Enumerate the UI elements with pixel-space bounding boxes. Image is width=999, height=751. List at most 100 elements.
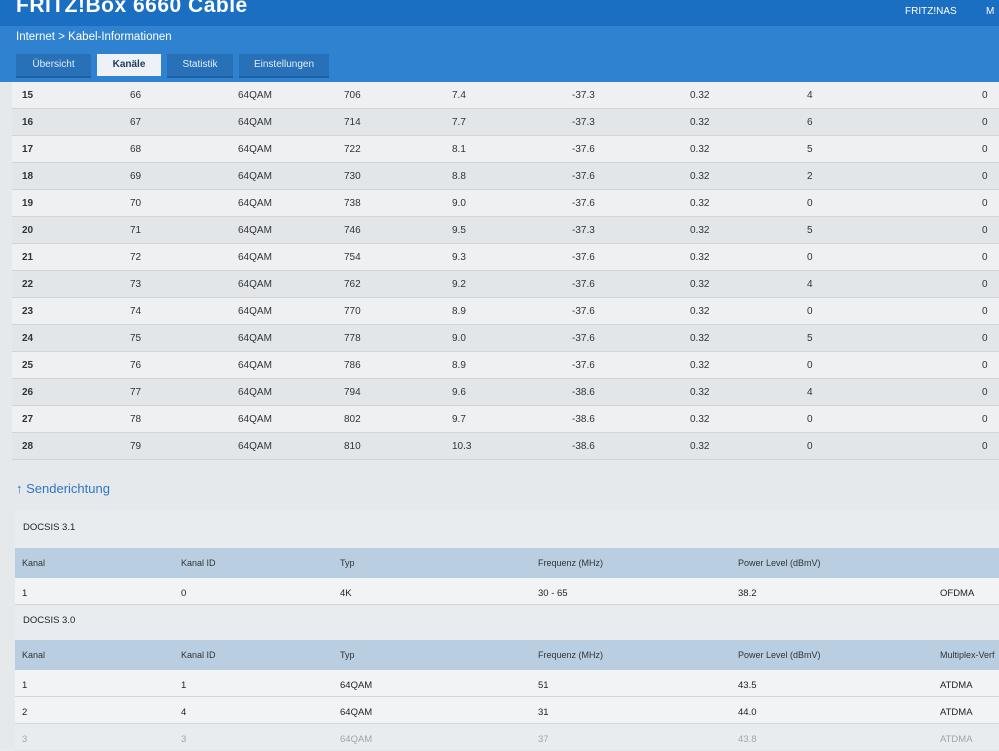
table-cell: 9.3 — [452, 252, 466, 263]
table-row: 22 73 64QAM 762 9.2 -37.6 0.32 4 0 — [12, 271, 999, 298]
table-cell: 77 — [130, 387, 142, 398]
table-cell: 64QAM — [238, 414, 272, 425]
tab-uebersicht[interactable]: Übersicht — [16, 54, 91, 78]
table-cell: 38.2 — [738, 588, 757, 599]
table-cell: 738 — [344, 198, 361, 209]
column-header: Kanal ID — [181, 558, 216, 568]
table-cell: 0 — [807, 360, 813, 371]
table-cell: 9.7 — [452, 414, 466, 425]
table-cell: 0 — [982, 441, 988, 452]
table-cell: 3 — [181, 734, 187, 745]
table-cell: 762 — [344, 279, 361, 290]
table-cell: 1 — [181, 680, 187, 691]
table-cell: 30 - 65 — [538, 588, 568, 599]
table-cell: 0 — [807, 252, 813, 263]
table-cell: 0 — [982, 117, 988, 128]
table-cell: 802 — [344, 414, 361, 425]
table-cell: 778 — [344, 333, 361, 344]
table-cell: 0 — [982, 387, 988, 398]
table-cell: 64QAM — [238, 333, 272, 344]
breadcrumb[interactable]: Internet > Kabel-Informationen — [16, 31, 172, 43]
table-cell: -37.3 — [572, 117, 595, 128]
table-cell: 770 — [344, 306, 361, 317]
menu-link[interactable]: M — [986, 6, 995, 17]
table-cell: -37.6 — [572, 171, 595, 182]
column-header: Multiplex-Verf — [940, 650, 995, 660]
table-cell: -37.3 — [572, 90, 595, 101]
table-cell: 16 — [22, 117, 34, 128]
docsis31-table-header: Kanal Kanal ID Typ Frequenz (MHz) Power Leve… — [15, 548, 999, 578]
table-cell: 0 — [982, 198, 988, 209]
table-cell: 75 — [130, 333, 142, 344]
table-row: 2 4 64QAM 31 44.0 ATDMA — [15, 697, 999, 724]
table-cell: 64QAM — [340, 680, 373, 691]
table-cell: 3 — [22, 734, 28, 745]
table-cell: 20 — [22, 225, 34, 236]
table-cell: -37.3 — [572, 225, 595, 236]
column-header: Typ — [340, 558, 355, 568]
table-cell: 70 — [130, 198, 142, 209]
table-cell: 8.8 — [452, 171, 466, 182]
table-cell: 4 — [181, 707, 187, 718]
table-cell: 7.7 — [452, 117, 466, 128]
table-cell: 0 — [982, 360, 988, 371]
column-header: Typ — [340, 650, 355, 660]
table-cell: 0.32 — [690, 252, 710, 263]
table-cell: -37.6 — [572, 198, 595, 209]
table-cell: 706 — [344, 90, 361, 101]
table-cell: 78 — [130, 414, 142, 425]
column-header: Power Level (dBmV) — [738, 558, 821, 568]
table-row: 23 74 64QAM 770 8.9 -37.6 0.32 0 0 — [12, 298, 999, 325]
downstream-table: 15 66 64QAM 706 7.4 -37.3 0.32 4 0 16 67 64QAM 714 7.… — [12, 82, 999, 460]
table-cell: 9.0 — [452, 198, 466, 209]
table-cell: 19 — [22, 198, 34, 209]
table-cell: 23 — [22, 306, 34, 317]
table-cell: 64QAM — [238, 387, 272, 398]
table-cell: 0 — [982, 306, 988, 317]
table-row: 25 76 64QAM 786 8.9 -37.6 0.32 0 0 — [12, 352, 999, 379]
table-cell: 67 — [130, 117, 142, 128]
main-content: 15 66 64QAM 706 7.4 -37.3 0.32 4 0 16 67 64QAM 714 7.… — [0, 82, 999, 751]
table-cell: 0.32 — [690, 279, 710, 290]
table-cell: ATDMA — [940, 707, 973, 718]
table-cell: 79 — [130, 441, 142, 452]
table-cell: 4 — [807, 90, 813, 101]
table-cell: 22 — [22, 279, 34, 290]
fritz-nas-link[interactable]: FRITZ!NAS — [905, 6, 957, 17]
column-header: Kanal — [22, 558, 46, 568]
tab-statistik[interactable]: Statistik — [167, 54, 233, 78]
table-cell: 0 — [807, 414, 813, 425]
table-cell: 0 — [807, 198, 813, 209]
table-cell: 0.32 — [690, 171, 710, 182]
table-cell: 9.5 — [452, 225, 466, 236]
senderichtung-link[interactable]: ↑ Senderichtung — [16, 481, 110, 496]
table-cell: 2 — [22, 707, 28, 718]
table-cell: 0.32 — [690, 144, 710, 155]
table-cell: 0.32 — [690, 306, 710, 317]
table-cell: 64QAM — [238, 117, 272, 128]
table-cell: 64QAM — [238, 171, 272, 182]
table-cell: 9.6 — [452, 387, 466, 398]
table-cell: 64QAM — [238, 252, 272, 263]
tab-einstellungen[interactable]: Einstellungen — [239, 54, 329, 78]
top-header: FRITZ!Box 6660 Cable FRITZ!NAS M — [0, 0, 999, 26]
table-cell: 74 — [130, 306, 142, 317]
table-cell: 8.9 — [452, 306, 466, 317]
table-cell: 64QAM — [340, 707, 373, 718]
table-cell: 0 — [982, 144, 988, 155]
table-cell: 76 — [130, 360, 142, 371]
table-cell: 0 — [982, 90, 988, 101]
table-cell: 8.9 — [452, 360, 466, 371]
table-cell: -37.6 — [572, 333, 595, 344]
table-cell: 1 — [22, 588, 28, 599]
table-cell: 37 — [538, 734, 549, 745]
docsis30-title: DOCSIS 3.0 — [23, 615, 76, 626]
table-cell: 0.32 — [690, 198, 710, 209]
table-cell: 0 — [807, 441, 813, 452]
table-row: 20 71 64QAM 746 9.5 -37.3 0.32 5 0 — [12, 217, 999, 244]
table-cell: 44.0 — [738, 707, 757, 718]
table-cell: -38.6 — [572, 441, 595, 452]
table-row: 16 67 64QAM 714 7.7 -37.3 0.32 6 0 — [12, 109, 999, 136]
docsis31-section: DOCSIS 3.1 — [15, 510, 999, 548]
tab-kanaele[interactable]: Kanäle — [97, 54, 161, 78]
